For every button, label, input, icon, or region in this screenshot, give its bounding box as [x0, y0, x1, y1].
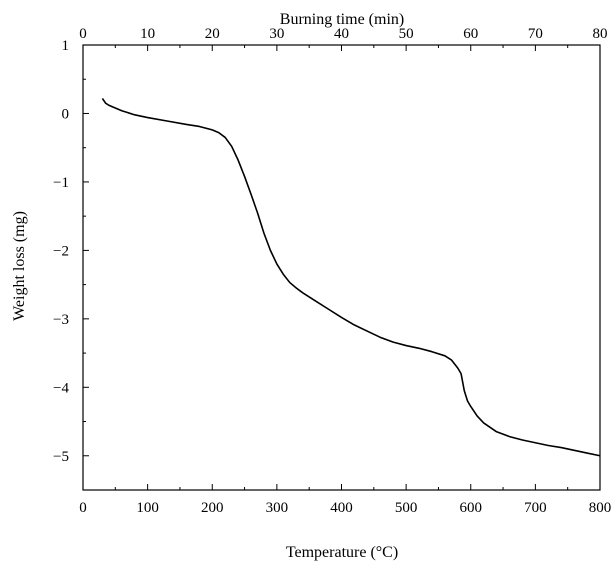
top-tick-label: 60 [463, 26, 478, 42]
plot-frame [82, 44, 601, 491]
x-tick-label: 500 [395, 500, 418, 516]
x-tick-label: 800 [589, 500, 612, 516]
x-tick-label: 100 [136, 500, 159, 516]
x-axis-title: Temperature (°C) [286, 544, 398, 561]
y-tick-label: 0 [62, 106, 70, 122]
x-tick-label: 600 [460, 500, 483, 516]
x-tick-label: 0 [79, 500, 87, 516]
x-tick-label: 300 [266, 500, 289, 516]
y-tick-label: −3 [53, 312, 69, 328]
top-tick-label: 70 [528, 26, 543, 42]
top-tick-label: 10 [140, 26, 155, 42]
y-tick-label: −5 [53, 449, 69, 465]
y-tick-label: −2 [53, 243, 69, 259]
x-tick-label: 700 [524, 500, 547, 516]
series-line [101, 97, 601, 457]
top-tick-label: 30 [269, 26, 284, 42]
top-tick-label: 80 [593, 26, 608, 42]
x-tick-label: 200 [201, 500, 224, 516]
top-tick-label: 50 [399, 26, 414, 42]
y-tick-label: 1 [62, 38, 70, 54]
top-tick-label: 40 [334, 26, 349, 42]
x-tick-label: 400 [330, 500, 353, 516]
y-tick-label: −1 [53, 175, 69, 191]
y-tick-label: −4 [53, 380, 69, 396]
y-axis-title: Weight loss (mg) [11, 211, 28, 321]
top-tick-label: 20 [205, 26, 220, 42]
top-tick-label: 0 [79, 26, 87, 42]
top-axis-title: Burning time (min) [280, 11, 404, 28]
